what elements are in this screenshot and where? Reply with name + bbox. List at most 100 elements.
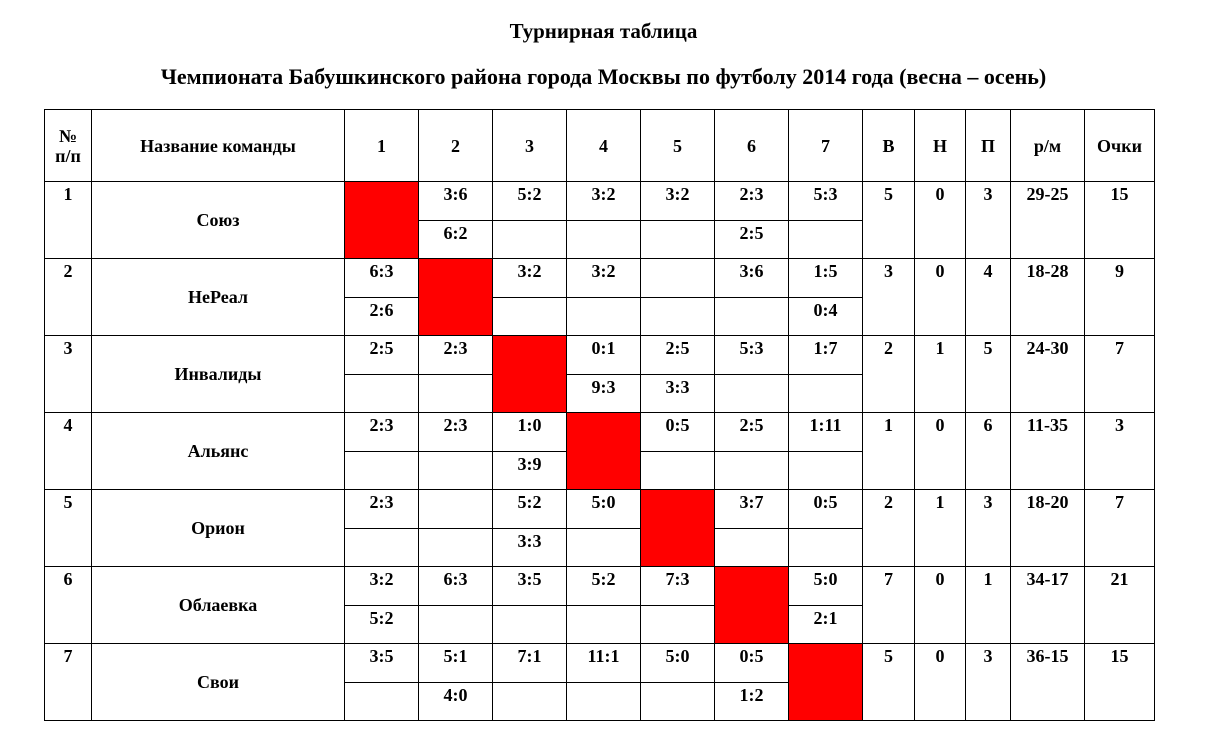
points-cell: 15 — [1084, 181, 1155, 259]
header-col-3: 3 — [492, 109, 567, 182]
score-cell: 3:6 — [714, 258, 789, 298]
team-name: Союз — [91, 181, 345, 259]
wins-cell: 5 — [862, 181, 915, 259]
score-cell: 6:3 — [418, 566, 493, 606]
diagonal-cell — [566, 412, 641, 490]
score-cell: 3:7 — [714, 489, 789, 529]
header-losses: П — [965, 109, 1011, 182]
score-cell: 0:4 — [788, 297, 863, 336]
score-cell — [344, 682, 419, 721]
losses-cell: 6 — [965, 412, 1011, 490]
goals-cell: 11-35 — [1010, 412, 1085, 490]
header-col-7: 7 — [788, 109, 863, 182]
team-number: 5 — [44, 489, 92, 567]
score-cell — [418, 451, 493, 490]
team-name: Свои — [91, 643, 345, 721]
diagonal-cell — [418, 258, 493, 336]
team-number: 2 — [44, 258, 92, 336]
team-row: 1 Союз 3:6 5:2 3:2 3:2 2:3 5:3 5 0 3 29-25 15 — [44, 181, 1155, 259]
team-name: НеРеал — [91, 258, 345, 336]
goals-cell: 18-28 — [1010, 258, 1085, 336]
page-subtitle: Чемпионата Бабушкинского района города М… — [160, 64, 1047, 89]
team-row-second-leg: 6:2 2:5 — [45, 220, 1155, 259]
header-num-line1: № — [58, 125, 78, 146]
score-cell — [344, 528, 419, 567]
score-cell: 3:9 — [492, 451, 567, 490]
score-cell: 1:5 — [788, 258, 863, 298]
team-name: Орион — [91, 489, 345, 567]
header-col-4: 4 — [566, 109, 641, 182]
losses-cell: 3 — [965, 643, 1011, 721]
score-cell: 3:2 — [566, 181, 641, 221]
diagonal-cell — [714, 566, 789, 644]
losses-cell: 3 — [965, 489, 1011, 567]
score-cell — [492, 297, 567, 336]
losses-cell: 1 — [965, 566, 1011, 644]
team-name: Облаевка — [91, 566, 345, 644]
score-cell: 2:6 — [344, 297, 419, 336]
header-num-line2: п/п — [55, 145, 81, 166]
score-cell — [566, 220, 641, 259]
score-cell: 1:7 — [788, 335, 863, 375]
score-cell: 3:2 — [492, 258, 567, 298]
score-cell: 3:3 — [492, 528, 567, 567]
score-cell: 5:3 — [788, 181, 863, 221]
team-name: Инвалиды — [91, 335, 345, 413]
score-cell: 5:2 — [566, 566, 641, 606]
diagonal-cell — [640, 489, 715, 567]
score-cell: 3:2 — [640, 181, 715, 221]
wins-cell: 2 — [862, 489, 915, 567]
team-number: 6 — [44, 566, 92, 644]
team-row-second-leg: 5:2 2:1 — [45, 605, 1155, 644]
draws-cell: 0 — [914, 412, 966, 490]
score-cell — [640, 605, 715, 644]
points-cell: 9 — [1084, 258, 1155, 336]
score-cell — [566, 297, 641, 336]
score-cell: 2:3 — [418, 412, 493, 452]
wins-cell: 3 — [862, 258, 915, 336]
score-cell: 2:3 — [344, 412, 419, 452]
wins-cell: 2 — [862, 335, 915, 413]
score-cell: 5:2 — [344, 605, 419, 644]
losses-cell: 4 — [965, 258, 1011, 336]
score-cell — [492, 220, 567, 259]
header-row: № п/п Название команды 1 2 3 4 5 6 7 В Н … — [44, 109, 1155, 182]
header-goals: р/м — [1010, 109, 1085, 182]
score-cell: 11:1 — [566, 643, 641, 683]
score-cell: 7:1 — [492, 643, 567, 683]
score-cell: 2:1 — [788, 605, 863, 644]
score-cell: 5:1 — [418, 643, 493, 683]
team-name: Альянс — [91, 412, 345, 490]
score-cell: 2:3 — [418, 335, 493, 375]
score-cell — [344, 451, 419, 490]
score-cell: 2:5 — [640, 335, 715, 375]
score-cell — [640, 451, 715, 490]
score-cell: 0:5 — [714, 643, 789, 683]
team-number: 1 — [44, 181, 92, 259]
draws-cell: 0 — [914, 181, 966, 259]
score-cell — [714, 374, 789, 413]
score-cell: 3:5 — [492, 566, 567, 606]
score-cell — [492, 682, 567, 721]
score-cell — [714, 297, 789, 336]
wins-cell: 5 — [862, 643, 915, 721]
goals-cell: 18-20 — [1010, 489, 1085, 567]
team-row: 5 Орион 2:3 5:2 5:0 3:7 0:5 2 1 3 18-20 7 — [44, 489, 1155, 567]
team-row: 7 Свои 3:5 5:1 7:1 11:1 5:0 0:5 5 0 3 36-15 15 — [44, 643, 1155, 721]
score-cell: 3:2 — [344, 566, 419, 606]
score-cell — [566, 605, 641, 644]
score-cell: 2:5 — [714, 412, 789, 452]
score-cell: 2:3 — [714, 181, 789, 221]
draws-cell: 1 — [914, 335, 966, 413]
losses-cell: 5 — [965, 335, 1011, 413]
score-cell — [788, 528, 863, 567]
header-wins: В — [862, 109, 915, 182]
score-cell: 0:1 — [566, 335, 641, 375]
score-cell: 5:2 — [492, 489, 567, 529]
points-cell: 21 — [1084, 566, 1155, 644]
score-cell — [492, 605, 567, 644]
draws-cell: 0 — [914, 258, 966, 336]
goals-cell: 36-15 — [1010, 643, 1085, 721]
team-row: 3 Инвалиды 2:5 2:3 0:1 2:5 5:3 1:7 2 1 5 24-30 7 — [44, 335, 1155, 413]
diagonal-cell — [344, 181, 419, 259]
